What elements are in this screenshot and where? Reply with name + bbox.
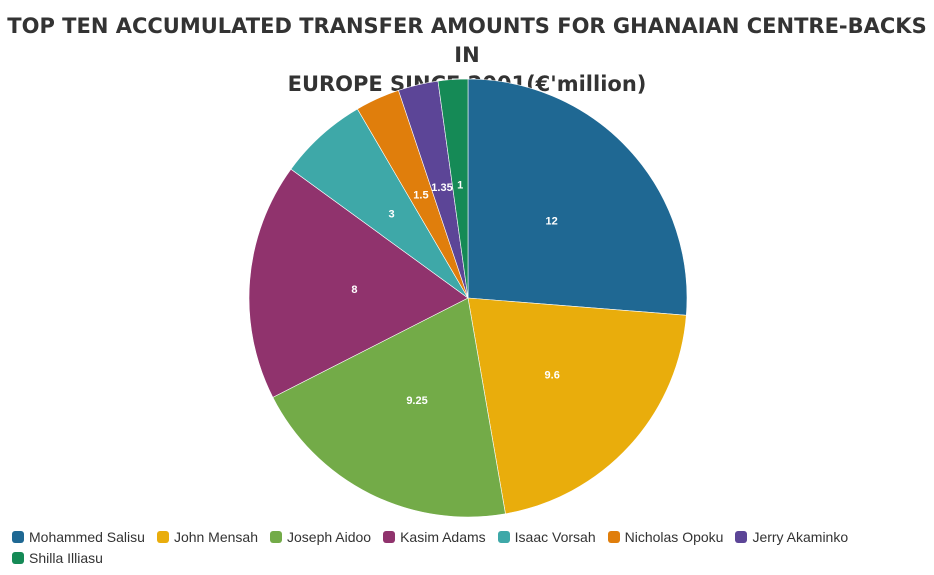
- legend-item-joseph-aidoo[interactable]: Joseph Aidoo: [270, 526, 371, 547]
- legend-label: Kasim Adams: [400, 528, 486, 545]
- data-label-john-mensah: 9.6: [545, 370, 560, 382]
- pie-slice-kasim-adams[interactable]: [248, 168, 469, 398]
- legend-label: Shilla Illiasu: [29, 549, 103, 566]
- legend-item-mohammed-salisu[interactable]: Mohammed Salisu: [12, 526, 145, 547]
- legend-item-kasim-adams[interactable]: Kasim Adams: [383, 526, 486, 547]
- data-label-joseph-aidoo: 9.25: [406, 395, 427, 407]
- legend-swatch: [735, 530, 748, 543]
- legend-swatch: [607, 530, 620, 543]
- legend-label: Jerry Akaminko: [752, 528, 849, 545]
- pie-slice-mohammed-salisu[interactable]: [467, 78, 688, 316]
- legend-swatch: [156, 530, 169, 543]
- chart-title: TOP TEN ACCUMULATED TRANSFER AMOUNTS FOR…: [0, 12, 934, 99]
- legend-label: John Mensah: [173, 528, 258, 545]
- data-label-jerry-akaminko: 1.35: [431, 182, 452, 194]
- data-label-mohammed-salisu: 12: [546, 216, 558, 228]
- legend-swatch: [12, 530, 24, 543]
- legend-label: Nicholas Opoku: [624, 528, 724, 545]
- legend-item-jerry-akaminko[interactable]: Jerry Akaminko: [735, 526, 848, 547]
- data-label-shilla-illiasu: 1: [457, 179, 463, 191]
- data-label-nicholas-opoku: 1.5: [413, 189, 428, 201]
- legend-swatch: [270, 530, 282, 543]
- legend-swatch: [383, 530, 396, 543]
- chart-title-line-1: TOP TEN ACCUMULATED TRANSFER AMOUNTS FOR…: [7, 14, 927, 67]
- legend-swatch: [12, 551, 24, 564]
- pie-slice-joseph-aidoo[interactable]: [272, 297, 506, 518]
- legend-label: Joseph Aidoo: [287, 528, 372, 545]
- pie-chart: 12 9.6 9.25 8 3 1.51.35 1: [248, 78, 688, 518]
- pie-slice-shilla-illiasu[interactable]: [437, 78, 469, 299]
- legend-item-shilla-illiasu[interactable]: Shilla Illiasu: [12, 547, 103, 568]
- legend-item-nicholas-opoku[interactable]: Nicholas Opoku: [607, 526, 724, 547]
- data-label-kasim-adams: 8: [351, 284, 357, 296]
- legend-label: Isaac Vorsah: [514, 528, 596, 545]
- legend-item-john-mensah[interactable]: John Mensah: [156, 526, 258, 547]
- data-label-isaac-vorsah: 3: [389, 209, 395, 221]
- pie-slice-john-mensah[interactable]: [467, 297, 687, 515]
- chart-legend: Mohammed Salisu John Mensah Joseph Aidoo Ka…: [12, 526, 912, 568]
- legend-label: Mohammed Salisu: [29, 528, 145, 545]
- legend-item-isaac-vorsah[interactable]: Isaac Vorsah: [497, 526, 596, 547]
- legend-swatch: [497, 530, 510, 543]
